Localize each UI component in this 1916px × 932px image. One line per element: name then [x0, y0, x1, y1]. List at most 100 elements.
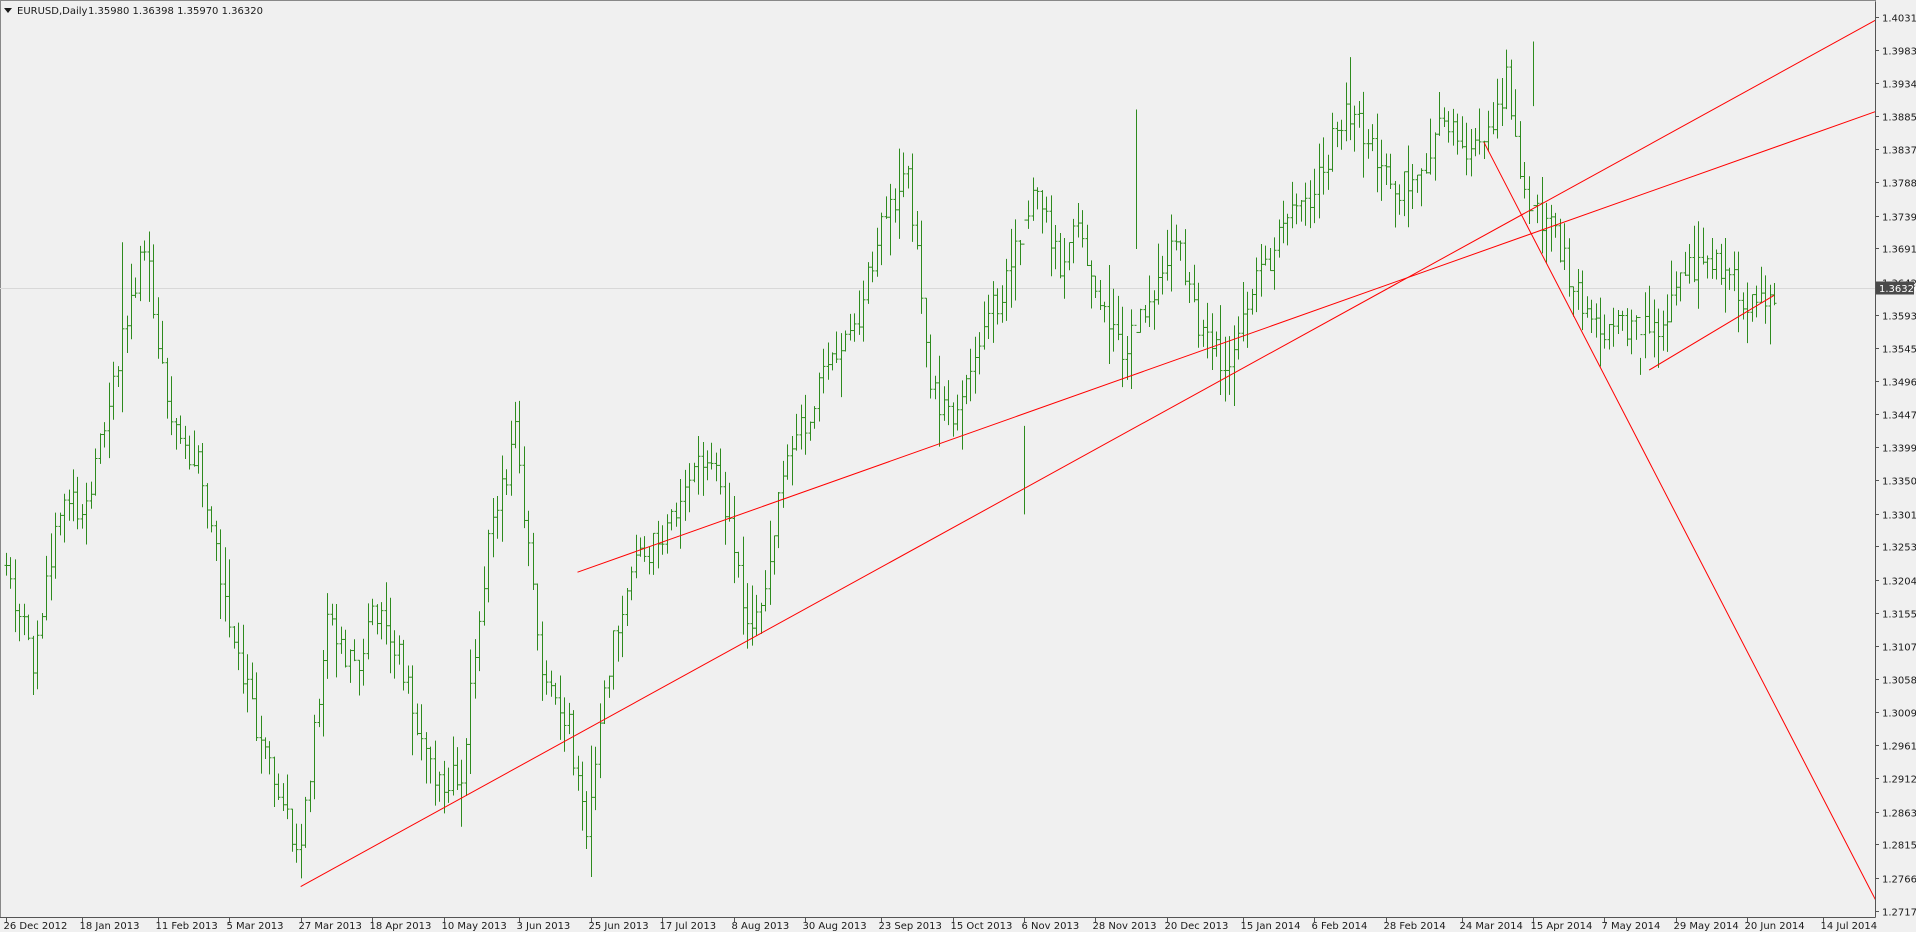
ohlc-bar	[821, 348, 826, 394]
ohlc-bar	[1018, 239, 1023, 266]
falling-line[interactable]	[1483, 141, 1881, 911]
short-support-line[interactable]	[1648, 294, 1775, 371]
upper-extended-line[interactable]	[577, 110, 1882, 573]
ohlc-bar	[562, 697, 567, 752]
trendlines[interactable]	[300, 17, 1882, 911]
ohlc-bar	[415, 703, 420, 736]
ohlc-bar	[589, 745, 594, 877]
ohlc-bar	[250, 662, 255, 700]
ohlc-bar	[156, 297, 161, 359]
ohlc-bar	[1634, 315, 1639, 340]
ohlc-bar	[1040, 190, 1045, 234]
ohlc-bar	[839, 333, 844, 398]
time-tick-label: 6 Nov 2013	[1022, 921, 1080, 932]
ohlc-bar	[888, 183, 893, 256]
ohlc-bar	[870, 251, 875, 283]
ohlc-bar	[995, 288, 1000, 325]
ohlc-bar	[1464, 122, 1469, 176]
ohlc-bar	[1580, 270, 1585, 331]
ohlc-bar	[1196, 282, 1201, 348]
ohlc-bar	[93, 448, 98, 496]
ohlc-bar	[1558, 218, 1563, 263]
ohlc-bar	[1009, 228, 1014, 308]
ohlc-bar	[875, 227, 880, 277]
ohlc-bar	[178, 415, 183, 444]
ohlc-bar	[1192, 264, 1197, 303]
ohlc-bar	[1361, 91, 1366, 178]
ohlc-bar	[424, 732, 429, 784]
ohlc-bar	[817, 372, 822, 422]
ohlc-bar	[1683, 251, 1688, 276]
time-tick-label: 15 Oct 2013	[951, 921, 1013, 932]
symbol-dropdown-icon[interactable]	[4, 8, 12, 13]
ohlc-bar	[379, 602, 384, 640]
ohlc-bar	[1294, 193, 1299, 225]
ohlc-bar	[165, 357, 170, 419]
ohlc-bar	[1745, 282, 1750, 344]
ohlc-bar	[1000, 285, 1005, 323]
time-tick-label: 10 May 2013	[442, 921, 507, 932]
ohlc-bar	[1062, 238, 1067, 299]
ohlc-bar	[893, 188, 898, 223]
ohlc-bar	[1643, 292, 1648, 359]
ohlc-bar	[384, 582, 389, 645]
ohlc-bar	[31, 635, 36, 696]
ohlc-bar	[339, 626, 344, 654]
ohlc-bar	[848, 313, 853, 341]
ohlc-bar	[1455, 113, 1460, 155]
ohlc-bar	[1116, 295, 1121, 341]
rising-support-line[interactable]	[300, 17, 1882, 887]
ohlc-bar	[625, 587, 630, 626]
price-tick-label: 1.32040	[1882, 577, 1916, 588]
ohlc-bar	[464, 738, 469, 797]
ohlc-bar	[709, 442, 714, 470]
ohlc-bar	[884, 196, 889, 219]
ohlc-bar	[1259, 244, 1264, 297]
ohlc-bar	[44, 555, 49, 621]
ohlc-bar	[1187, 272, 1192, 304]
ohlc-bar	[1754, 285, 1759, 318]
ohlc-bar	[125, 315, 130, 354]
ohlc-bar	[526, 510, 531, 567]
ohlc-bar	[35, 620, 40, 690]
ohlc-bar	[1053, 224, 1058, 270]
ohlc-bar	[312, 714, 317, 800]
price-tick-label: 1.27170	[1882, 908, 1916, 919]
ohlc-bar	[1352, 105, 1357, 152]
ohlc-bar	[1375, 113, 1380, 193]
ohlc-bar	[1049, 195, 1054, 277]
ohlc-bar	[1344, 82, 1349, 142]
ohlc-bar	[343, 629, 348, 668]
price-axis[interactable]: 1.40310 1.39830 1.39340 1.38850 1.38370 1.378…	[1875, 2, 1916, 919]
ohlc-bar	[1147, 275, 1152, 328]
ohlc-bar	[1102, 301, 1107, 323]
ohlc-bar	[1535, 194, 1540, 224]
ohlc-bar	[1424, 153, 1429, 174]
ohlc-bar	[852, 313, 857, 342]
ohlc-bar	[906, 165, 911, 189]
time-tick-label: 20 Jun 2014	[1745, 921, 1805, 932]
ohlc-bar	[254, 672, 259, 742]
ohlc-bar	[781, 460, 786, 508]
ohlc-bar	[1602, 314, 1607, 349]
ohlc-bar	[1406, 145, 1411, 228]
ohlc-bar	[67, 489, 72, 521]
ohlc-bar	[669, 509, 674, 531]
ohlc-bar	[17, 603, 22, 642]
ohlc-bar	[1620, 310, 1625, 331]
time-axis[interactable]: 26 Dec 2012 18 Jan 2013 11 Feb 2013 5 Mar 2…	[0, 917, 1877, 932]
ohlc-bar	[142, 240, 147, 261]
ohlc-bar	[1741, 292, 1746, 320]
ohlc-bar	[169, 376, 174, 436]
ohlc-bar	[1768, 284, 1773, 345]
time-tick-label: 29 May 2014	[1674, 921, 1739, 932]
time-tick-label: 23 Sep 2013	[879, 921, 942, 932]
ohlc-bar	[1710, 237, 1715, 279]
ohlc-bar	[428, 746, 433, 784]
ohlc-bar	[263, 737, 268, 760]
ohlc-bar	[861, 280, 866, 342]
ohlc-bar	[602, 680, 607, 725]
ohlc-bar	[1089, 260, 1094, 309]
